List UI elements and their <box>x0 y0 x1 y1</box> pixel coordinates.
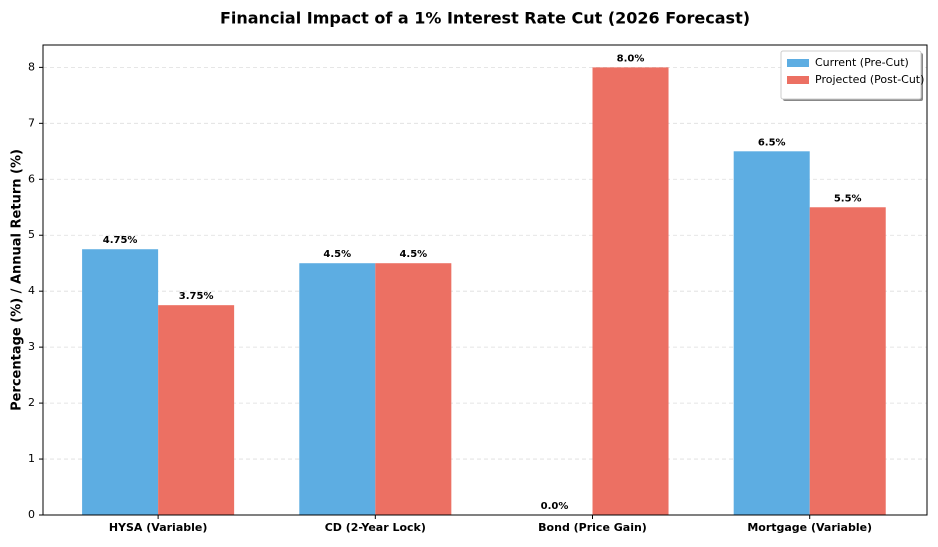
bar <box>158 305 235 515</box>
legend-swatch <box>787 76 809 84</box>
y-tick-label: 1 <box>28 452 35 465</box>
bar <box>82 249 159 515</box>
bar <box>809 207 886 515</box>
y-tick-label: 7 <box>28 116 35 129</box>
legend-box <box>780 50 922 100</box>
x-tick-label: HYSA (Variable) <box>109 521 208 534</box>
y-axis-label: Percentage (%) / Annual Return (%) <box>10 149 25 411</box>
x-tick-label: CD (2-Year Lock) <box>325 521 426 534</box>
y-tick-label: 5 <box>28 228 35 241</box>
value-label: 5.5% <box>834 193 862 204</box>
value-label: 3.75% <box>179 291 214 302</box>
value-label: 4.5% <box>323 249 351 260</box>
bar <box>299 263 376 515</box>
y-tick-label: 4 <box>28 284 35 297</box>
y-tick-label: 3 <box>28 340 35 353</box>
x-tick-label: Bond (Price Gain) <box>538 521 647 534</box>
legend-label: Projected (Post-Cut) <box>815 73 924 86</box>
value-label: 0.0% <box>541 501 569 512</box>
legend-swatch <box>787 59 809 67</box>
value-label: 4.75% <box>103 235 138 246</box>
value-label: 8.0% <box>617 53 645 64</box>
value-label: 4.5% <box>399 249 427 260</box>
bar <box>733 151 810 516</box>
y-tick-label: 0 <box>28 508 35 521</box>
value-label: 6.5% <box>758 137 786 148</box>
chart-title: Financial Impact of a 1% Interest Rate C… <box>220 9 750 28</box>
plot-frame <box>42 44 928 516</box>
bar <box>592 67 669 515</box>
x-tick-label: Mortgage (Variable) <box>747 521 872 534</box>
y-tick-label: 6 <box>28 172 35 185</box>
y-tick-label: 2 <box>28 396 35 409</box>
bar <box>375 263 452 515</box>
y-tick-label: 8 <box>28 60 35 73</box>
legend-label: Current (Pre-Cut) <box>815 56 909 69</box>
